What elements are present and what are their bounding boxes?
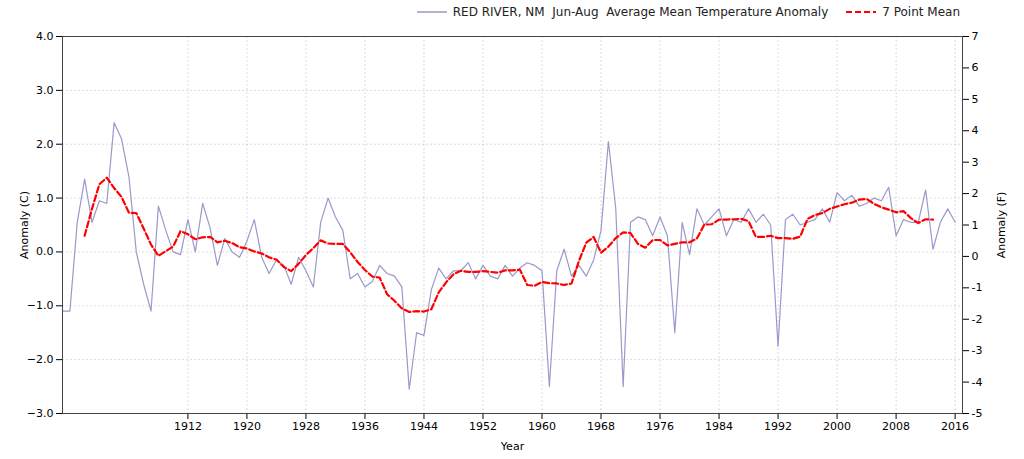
svg-text:6: 6 [972, 61, 979, 74]
svg-text:1992: 1992 [764, 420, 792, 433]
svg-text:1936: 1936 [351, 420, 379, 433]
svg-text:0: 0 [972, 250, 979, 263]
svg-text:-2: -2 [972, 313, 983, 326]
svg-text:2: 2 [972, 187, 979, 200]
svg-text:1928: 1928 [292, 420, 320, 433]
svg-text:5: 5 [972, 93, 979, 106]
svg-text:0.0: 0.0 [36, 245, 54, 258]
svg-text:Year: Year [500, 440, 525, 453]
svg-text:2000: 2000 [823, 420, 851, 433]
svg-text:1.0: 1.0 [36, 192, 54, 205]
svg-text:2016: 2016 [941, 420, 969, 433]
html-text:7 Point Mean: 7 Point Mean [882, 5, 960, 19]
svg-text:3: 3 [972, 156, 979, 169]
svg-text:1920: 1920 [233, 420, 261, 433]
svg-text:3.0: 3.0 [36, 84, 54, 97]
svg-text:1: 1 [972, 219, 979, 232]
svg-text:1912: 1912 [174, 420, 202, 433]
svg-text:1976: 1976 [646, 420, 674, 433]
svg-text:1984: 1984 [705, 420, 733, 433]
svg-text:4: 4 [972, 124, 979, 137]
svg-text:−3.0: −3.0 [27, 407, 54, 420]
svg-text:1960: 1960 [528, 420, 556, 433]
html-text:RED RIVER, NM Jun-Aug Average: RED RIVER, NM Jun-Aug Average Mean Tempe… [452, 5, 829, 19]
svg-text:-5: -5 [972, 407, 983, 420]
svg-text:-1: -1 [972, 281, 983, 294]
svg-text:7: 7 [972, 30, 979, 43]
svg-text:Anomaly (F): Anomaly (F) [995, 192, 1008, 259]
svg-text:1952: 1952 [469, 420, 497, 433]
svg-text:-4: -4 [972, 376, 983, 389]
svg-text:1968: 1968 [587, 420, 615, 433]
svg-text:2008: 2008 [882, 420, 910, 433]
svg-text:1944: 1944 [410, 420, 438, 433]
svg-text:4.0: 4.0 [36, 30, 54, 43]
svg-text:Anomaly (C): Anomaly (C) [18, 191, 31, 259]
svg-text:−1.0: −1.0 [27, 299, 54, 312]
svg-text:-3: -3 [972, 344, 983, 357]
svg-text:−2.0: −2.0 [27, 353, 54, 366]
svg-text:2.0: 2.0 [36, 138, 54, 151]
